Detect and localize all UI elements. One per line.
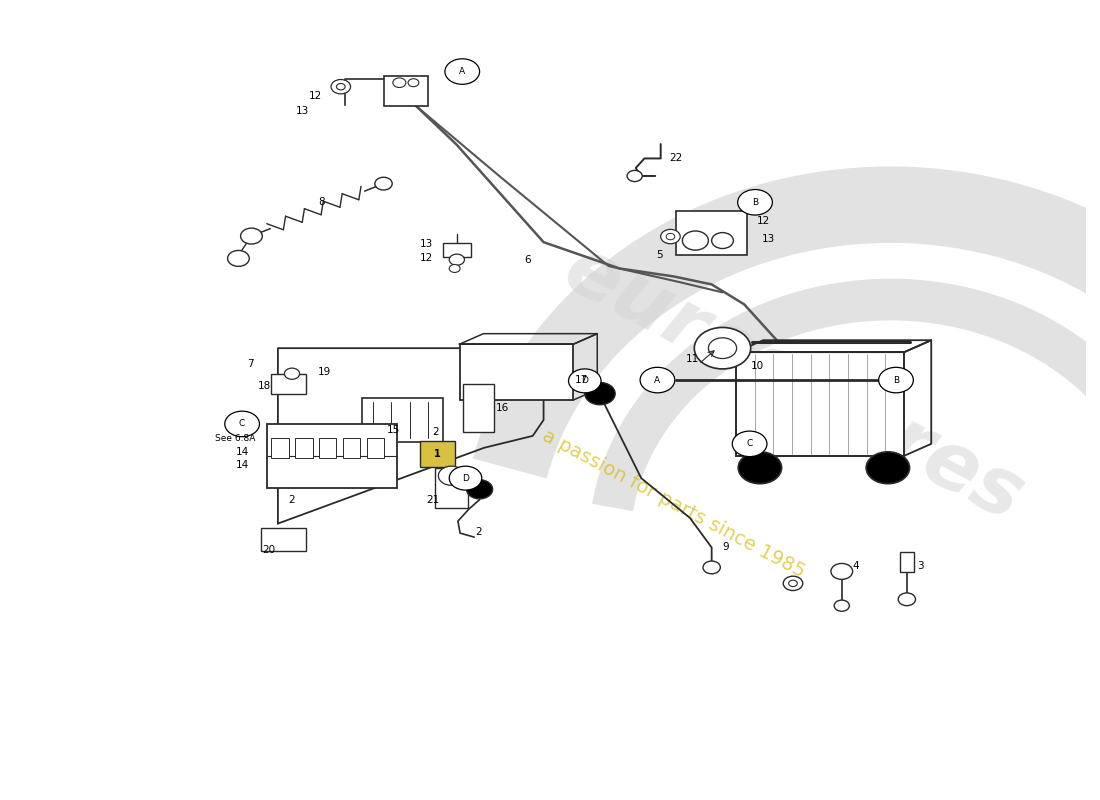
Text: D: D (462, 474, 469, 482)
Text: 1: 1 (433, 450, 441, 459)
Text: A: A (654, 375, 660, 385)
Circle shape (439, 466, 464, 486)
Circle shape (585, 382, 615, 405)
Circle shape (703, 561, 720, 574)
Circle shape (640, 367, 674, 393)
Bar (362, 398, 443, 442)
Bar (736, 352, 904, 456)
Circle shape (331, 79, 351, 94)
Circle shape (241, 228, 262, 244)
Bar (267, 424, 397, 488)
Circle shape (627, 170, 642, 182)
Circle shape (661, 230, 680, 244)
Circle shape (449, 265, 460, 273)
Text: 14: 14 (235, 460, 249, 470)
Text: 3: 3 (917, 561, 924, 571)
Text: 13: 13 (761, 234, 774, 244)
Text: 5: 5 (657, 250, 663, 260)
Text: B: B (752, 198, 758, 206)
Circle shape (393, 78, 406, 87)
Circle shape (682, 231, 708, 250)
Text: 21: 21 (427, 494, 440, 505)
Circle shape (834, 600, 849, 611)
Text: 13: 13 (296, 106, 309, 117)
Circle shape (337, 83, 345, 90)
Text: See 6.8A: See 6.8A (214, 434, 255, 442)
Bar (366, 438, 384, 458)
Bar (442, 243, 471, 258)
Text: 12: 12 (420, 253, 433, 263)
Circle shape (899, 593, 915, 606)
Text: 16: 16 (496, 403, 509, 413)
Text: 17: 17 (575, 375, 589, 385)
Text: 14: 14 (235, 447, 249, 457)
Circle shape (375, 178, 393, 190)
Circle shape (224, 411, 260, 437)
Text: 6: 6 (524, 255, 530, 266)
Text: eurospares: eurospares (550, 230, 1036, 538)
Circle shape (408, 78, 419, 86)
Circle shape (866, 452, 910, 484)
Circle shape (879, 367, 913, 393)
Circle shape (733, 431, 767, 457)
Text: 22: 22 (669, 154, 682, 163)
Bar (261, 528, 306, 550)
Bar (463, 384, 494, 432)
Text: 20: 20 (263, 545, 276, 555)
Text: 11: 11 (685, 354, 698, 364)
Text: 2: 2 (475, 526, 482, 537)
Text: C: C (747, 439, 752, 448)
Text: 12: 12 (757, 217, 770, 226)
Circle shape (569, 369, 601, 393)
Bar (319, 438, 337, 458)
Bar (343, 438, 361, 458)
Text: 19: 19 (318, 367, 331, 377)
Circle shape (783, 576, 803, 590)
Text: B: B (893, 375, 899, 385)
Text: 2: 2 (432, 427, 439, 437)
Bar (384, 75, 428, 106)
Text: 18: 18 (258, 381, 272, 390)
Bar (900, 552, 914, 572)
Circle shape (466, 480, 493, 499)
Circle shape (738, 452, 782, 484)
Circle shape (708, 338, 737, 358)
Bar (295, 438, 312, 458)
Text: 13: 13 (420, 238, 433, 249)
Bar (272, 438, 288, 458)
Text: 9: 9 (723, 542, 729, 553)
Circle shape (789, 580, 797, 586)
Text: 4: 4 (852, 561, 859, 571)
Text: 8: 8 (318, 198, 324, 207)
Circle shape (449, 254, 464, 266)
Text: 2: 2 (288, 494, 295, 505)
Text: a passion for parts since 1985: a passion for parts since 1985 (539, 426, 808, 582)
Circle shape (738, 190, 772, 215)
Circle shape (667, 234, 674, 240)
Text: 7: 7 (248, 359, 254, 369)
Bar (420, 442, 454, 467)
Bar (460, 344, 573, 400)
Text: D: D (581, 376, 589, 386)
Text: 10: 10 (750, 361, 763, 370)
Circle shape (444, 58, 480, 84)
Bar (272, 374, 306, 394)
Bar (436, 468, 468, 508)
Text: A: A (459, 67, 465, 76)
Circle shape (830, 563, 852, 579)
Circle shape (712, 233, 734, 249)
Circle shape (694, 327, 750, 369)
Bar (676, 210, 747, 254)
Circle shape (449, 466, 482, 490)
Circle shape (285, 368, 299, 379)
Text: C: C (239, 419, 245, 429)
Text: 12: 12 (309, 91, 322, 102)
Text: 15: 15 (387, 426, 400, 435)
Circle shape (228, 250, 250, 266)
